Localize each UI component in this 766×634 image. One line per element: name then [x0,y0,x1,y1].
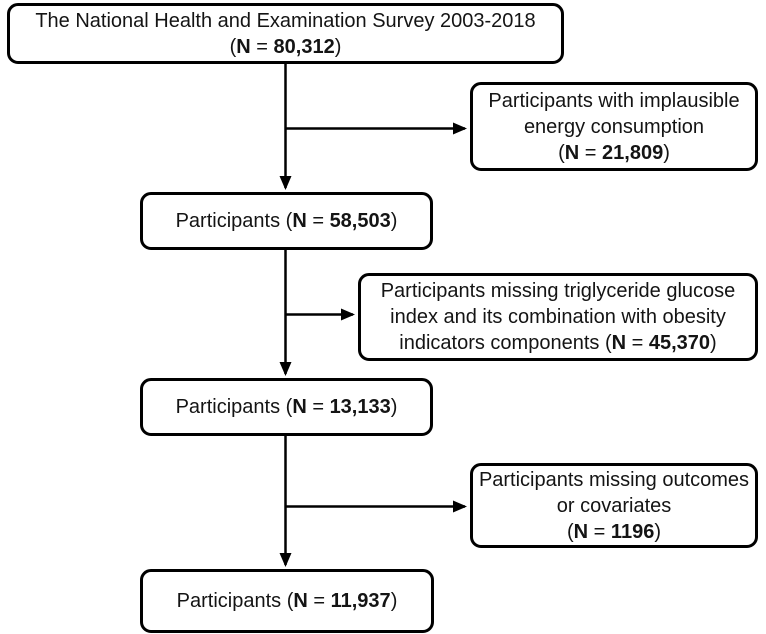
node-text: Participants ( [175,396,293,418]
equals: = [626,332,649,354]
node-participants-11937: Participants (N = 11,937) [140,569,434,633]
node-survey-title: The National Health and Examination Surv… [35,9,536,32]
equals: = [306,396,330,418]
n-value: 80,312 [273,35,335,58]
node-excluded-implausible-energy-text: Participants with implausible energy con… [488,89,740,138]
node-excluded-missing-tyg: Participants missing triglyceride glucos… [358,273,758,361]
n-value: 11,937 [330,590,391,612]
n-value: 45,370 [648,332,711,354]
paren-close: ) [390,396,398,418]
paren-close: ) [390,210,398,232]
node-participants-58503-line: Participants (N = 58,503) [176,208,398,234]
n-label: N [292,210,307,232]
n-label: N [236,35,251,58]
n-value: 13,133 [329,396,391,418]
node-excluded-missing-outcomes: Participants missing outcomes or covaria… [470,463,758,548]
node-excluded-implausible-energy: Participants with implausible energy con… [470,82,758,171]
paren-close: ) [654,520,661,543]
node-survey-n: (N = 80,312) [230,34,342,60]
paren-close: ) [663,141,670,164]
paren-close: ) [390,590,398,612]
node-text: Participants ( [175,210,293,232]
n-label: N [293,590,308,612]
node-participants-13133-line: Participants (N = 13,133) [176,394,398,420]
equals: = [307,590,331,612]
node-survey: The National Health and Examination Surv… [7,3,564,64]
n-label: N [564,141,580,164]
n-label: N [611,332,627,354]
n-value: 58,503 [329,210,391,232]
node-excluded-missing-outcomes-n: (N = 1196) [567,519,661,545]
node-excluded-implausible-energy-n: (N = 21,809) [558,140,670,166]
node-excluded-missing-outcomes-text: Participants missing outcomes or covaria… [478,468,750,517]
node-participants-11937-line: Participants (N = 11,937) [177,588,398,614]
n-value: 21,809 [602,141,664,164]
n-label: N [292,396,307,418]
node-text: Participants ( [176,590,294,612]
equals: = [306,210,330,232]
equals: = [250,35,274,58]
paren-open: ( [567,520,574,543]
paren-open: ( [558,141,565,164]
node-excluded-missing-tyg-line: Participants missing triglyceride glucos… [365,278,751,356]
paren-open: ( [229,35,237,58]
paren-close: ) [710,332,717,354]
node-participants-58503: Participants (N = 58,503) [140,192,433,250]
n-label: N [573,520,589,543]
equals: = [579,141,603,164]
node-text: Participants missing triglyceride glucos… [380,280,736,354]
node-participants-13133: Participants (N = 13,133) [140,378,433,436]
n-value: 1196 [610,520,655,543]
equals: = [588,520,611,543]
paren-close: ) [334,35,342,58]
